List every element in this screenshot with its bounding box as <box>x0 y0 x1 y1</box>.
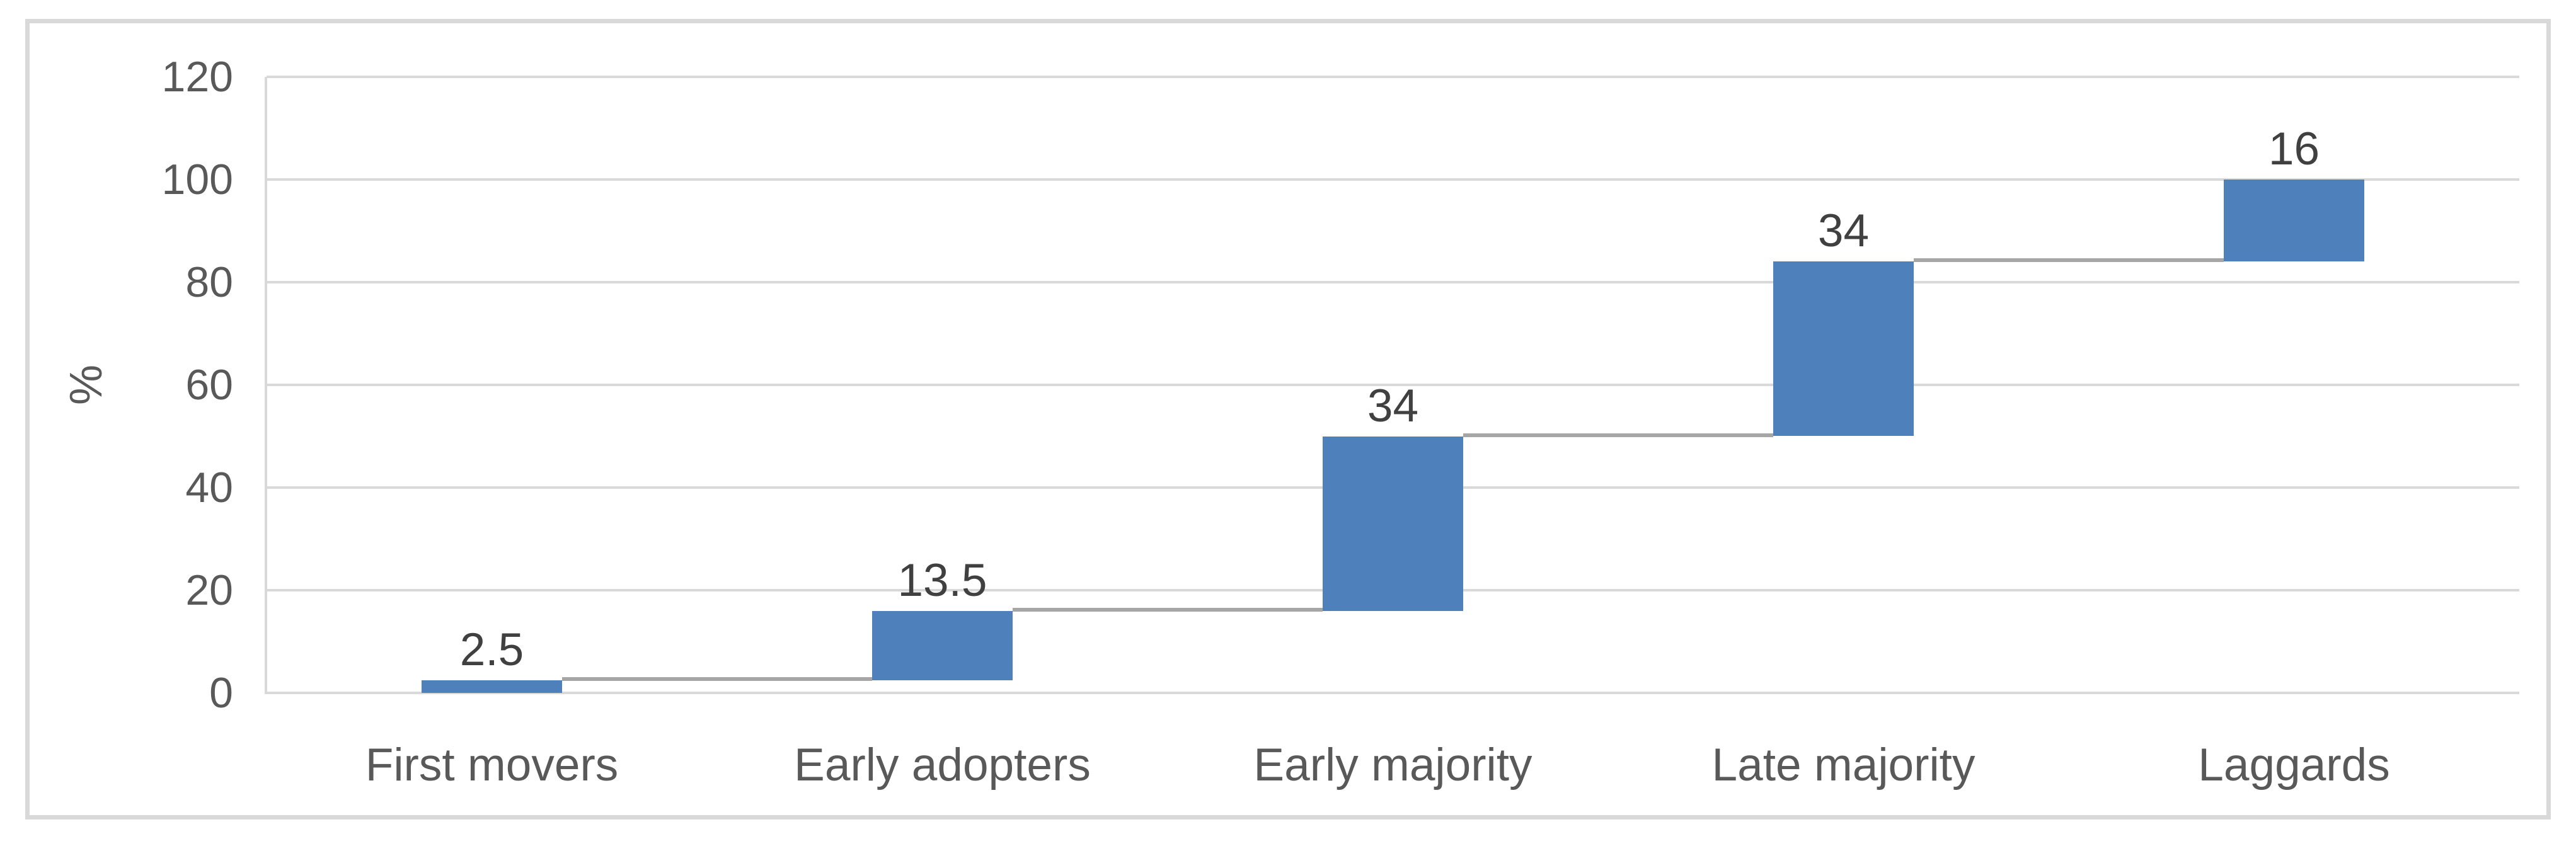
y-axis-line <box>265 77 267 694</box>
y-axis-title: % <box>61 364 112 406</box>
chart-border-frame <box>25 19 2551 820</box>
